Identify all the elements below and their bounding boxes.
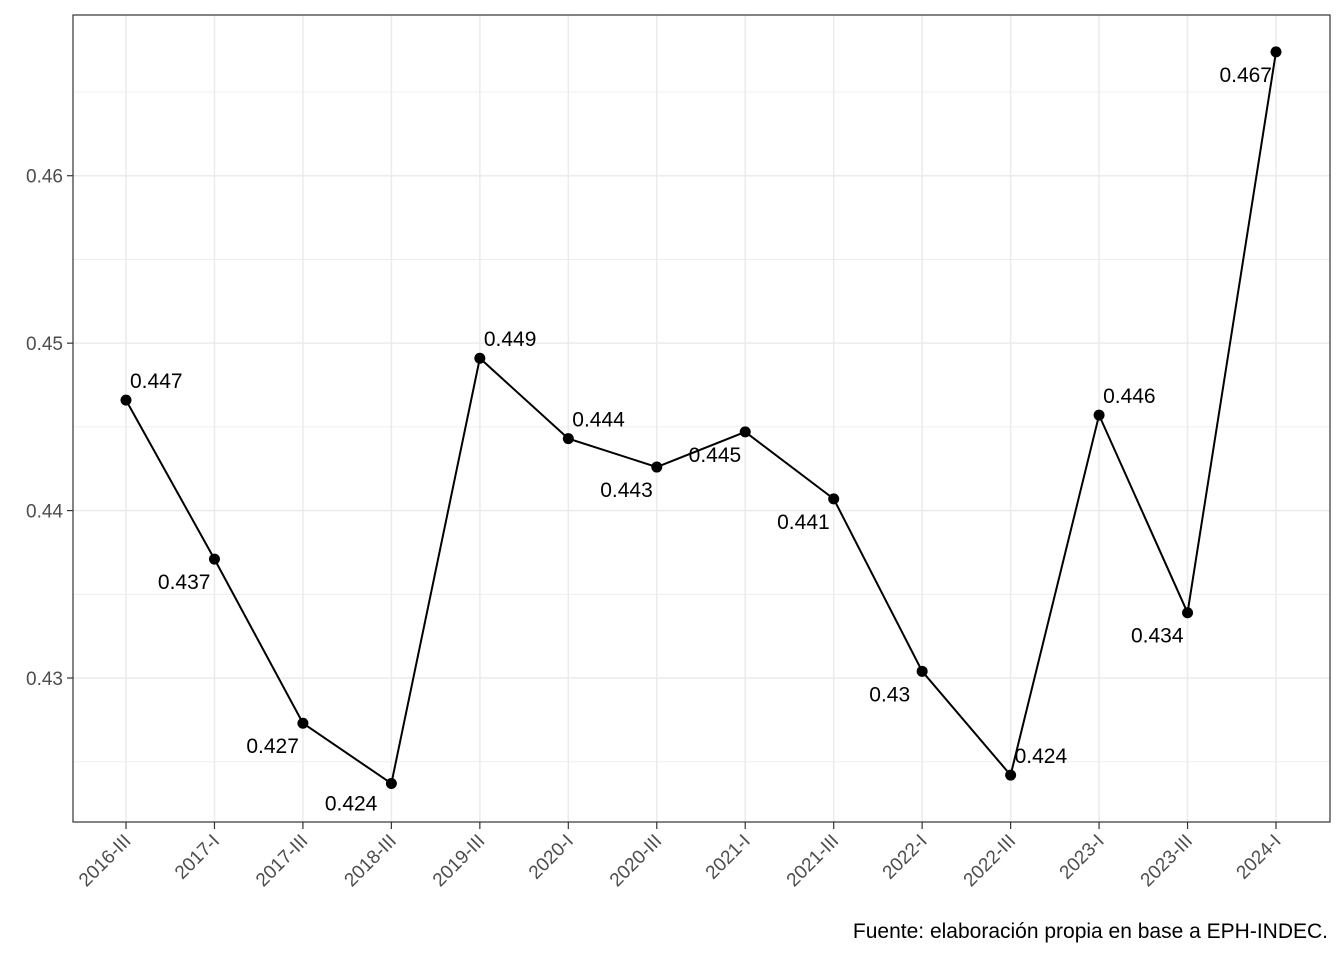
data-label: 0.427 (246, 735, 299, 758)
data-point (1005, 769, 1017, 781)
data-label: 0.424 (1015, 745, 1068, 768)
x-tick-label: 2023-III (1137, 831, 1197, 891)
data-label: 0.446 (1103, 385, 1156, 408)
y-tick-label: 0.43 (26, 669, 63, 690)
data-point (651, 461, 663, 473)
series-line (125, 51, 1277, 786)
data-point (562, 433, 574, 445)
data-label: 0.445 (689, 444, 742, 467)
data-point (1182, 607, 1194, 619)
panel-border (72, 14, 1331, 823)
data-point (739, 426, 751, 438)
x-tick-label: 2018-III (341, 831, 401, 891)
grid-minor (73, 91, 1330, 763)
data-point (208, 553, 220, 565)
x-tick-label: 2019-III (429, 831, 489, 891)
data-label: 0.447 (130, 370, 183, 393)
data-point (828, 493, 840, 505)
x-tick-label: 2022-I (879, 831, 932, 884)
x-tick-label: 2021-I (702, 831, 755, 884)
x-tick-label: 2022-III (960, 831, 1020, 891)
data-label: 0.434 (1131, 625, 1184, 648)
data-label: 0.444 (572, 409, 625, 432)
data-label: 0.443 (600, 479, 653, 502)
data-point (916, 665, 928, 677)
x-tick-label: 2016-III (75, 831, 135, 891)
x-axis: 2016-III 2017-I 2017-III 2018-III 2019-III 20… (75, 822, 1286, 891)
x-tick-label: 2017-III (252, 831, 312, 891)
y-tick-label: 0.45 (26, 334, 63, 355)
y-tick-label: 0.44 (26, 502, 63, 523)
x-tick-label: 2023-I (1056, 831, 1109, 884)
data-label: 0.43 (869, 683, 910, 706)
data-label: 0.424 (325, 792, 378, 815)
data-point (297, 717, 309, 729)
data-label: 0.449 (484, 328, 537, 351)
data-point (385, 777, 397, 789)
data-labels: 0.447 0.437 0.427 0.424 0.449 0.444 0.443 0.445… (130, 64, 1272, 816)
series (120, 46, 1282, 789)
data-label: 0.441 (777, 511, 830, 534)
data-point (1093, 409, 1105, 421)
x-tick-label: 2020-III (606, 831, 666, 891)
x-tick-label: 2017-I (171, 831, 224, 884)
x-tick-label: 2020-I (525, 831, 578, 884)
grid-major (73, 15, 1330, 822)
data-label: 0.437 (158, 571, 211, 594)
data-point (1270, 46, 1282, 58)
y-tick-label: 0.46 (26, 167, 63, 188)
data-point (120, 394, 132, 406)
data-label: 0.467 (1219, 64, 1272, 87)
data-point (474, 352, 486, 364)
y-axis: 0.43 0.44 0.45 0.46 (26, 167, 73, 690)
source-caption: Fuente: elaboración propia en base a EPH… (852, 920, 1328, 943)
x-tick-label: 2021-III (783, 831, 843, 891)
x-tick-label: 2024-I (1233, 831, 1286, 884)
